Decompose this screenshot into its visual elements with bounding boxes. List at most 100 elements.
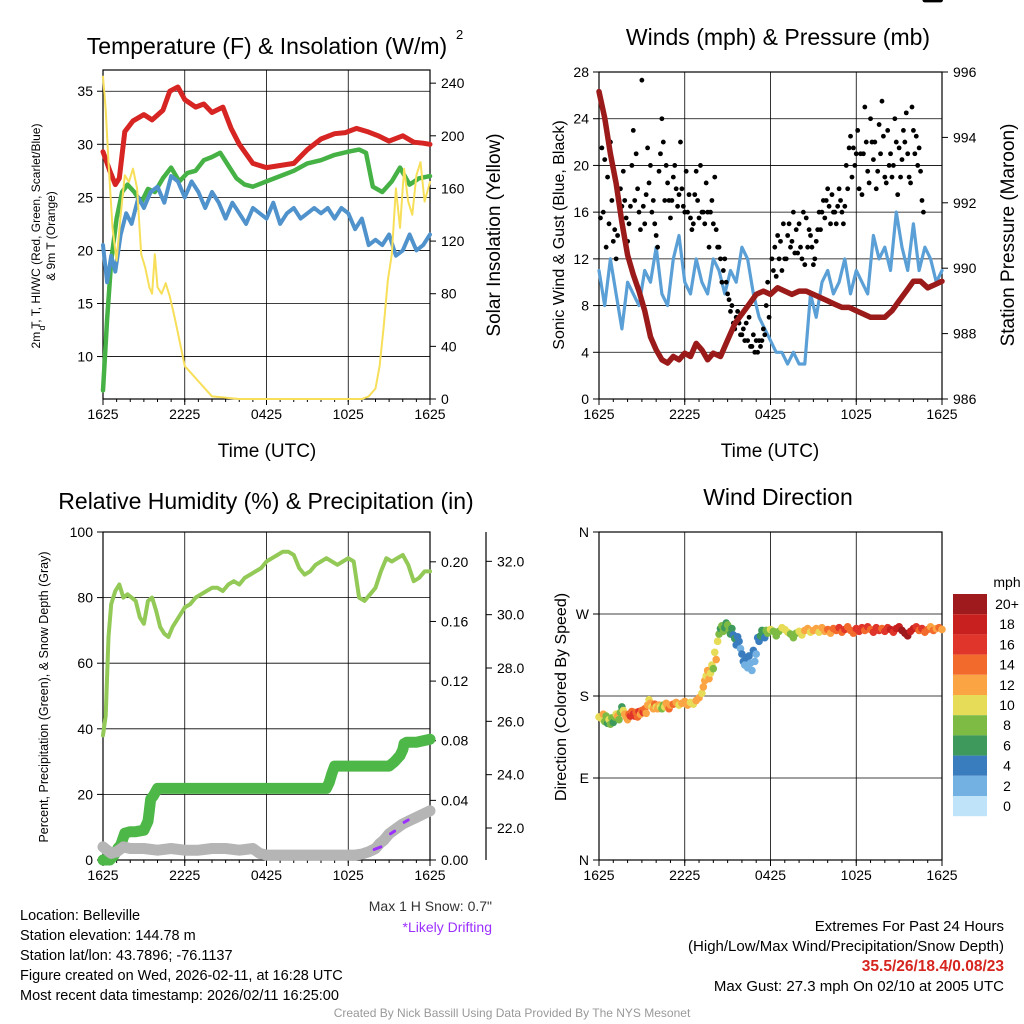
wind-x-tick-label: 0425: [755, 406, 786, 422]
speed-legend-swatch: [953, 775, 987, 796]
wind-gust-point: [739, 332, 745, 338]
wind-gust-point: [716, 244, 722, 250]
wind-gust-point: [872, 139, 878, 145]
wind-gust-point: [802, 262, 808, 268]
wind-gust-point: [659, 116, 665, 122]
wind-gust-point: [776, 256, 782, 262]
wind-gust-point: [722, 256, 728, 262]
wind-gust-point: [765, 279, 771, 285]
temp-y-axis-label-line2: & 9m T (Orange): [44, 191, 58, 281]
rh-series-precip_green: [97, 733, 436, 866]
station-elevation: Station elevation: 144.78 m: [20, 928, 196, 944]
wind-gust-point: [839, 209, 845, 215]
wind-gust-point: [725, 291, 731, 297]
rh-x-tick-label: 0425: [251, 867, 282, 883]
wind-gust-point: [828, 221, 833, 227]
wind-gust-point: [848, 133, 853, 139]
wind-y-tick-label: 28: [573, 64, 589, 80]
temp-y-tick-label: 25: [77, 189, 93, 205]
speed-legend-swatch: [953, 755, 987, 776]
wind-x-tick-label: 2225: [669, 406, 700, 422]
wind-gust-point: [760, 326, 766, 332]
wind-gust-point: [835, 203, 841, 209]
wind-gust-point: [800, 209, 806, 215]
wind-y2-axis-label: Station Pressure (Maroon): [998, 124, 1019, 347]
wind-gust-point: [789, 238, 795, 244]
wind-gust-point: [623, 215, 629, 221]
speed-legend-swatch: [953, 735, 987, 756]
wind-gust-point: [878, 151, 883, 157]
wind-gust-point: [876, 122, 882, 127]
wind-y2-tick-label: 988: [953, 326, 977, 342]
wind-gust-point: [840, 221, 846, 227]
wind-direction-point: [735, 637, 743, 646]
wind-gust-point: [615, 233, 620, 238]
wind-gust-point: [810, 262, 816, 268]
wind-gust-point: [899, 157, 905, 162]
extremes-title: Extremes For Past 24 Hours: [814, 918, 1004, 935]
rh-x-tick-label: 1625: [414, 867, 445, 883]
wind-gust-point: [613, 256, 619, 262]
wind-gust-point: [665, 180, 670, 186]
wind-direction-point: [752, 650, 761, 658]
wind-gust-point: [628, 203, 633, 209]
temp-series-blue: [101, 174, 432, 285]
wind-gust-point: [692, 192, 698, 198]
wind-direction-point: [750, 657, 759, 666]
wind-gust-point: [793, 227, 799, 233]
temp-title-superscript: 2: [456, 27, 463, 42]
wind-gust-point: [720, 268, 726, 273]
temp-y-axis-label-subscript: d: [37, 325, 47, 330]
wind-gust-point: [740, 326, 746, 332]
speed-legend-title: mph: [993, 574, 1020, 590]
rh-y2-tick-label: 0.00: [441, 852, 468, 868]
speed-legend-swatch: [953, 674, 987, 695]
wind-gust-point: [633, 151, 639, 157]
wind-gust-point: [702, 221, 708, 227]
wind-gust-point: [643, 192, 649, 198]
speed-legend-label: 10: [999, 697, 1015, 713]
wind-gust-point: [758, 344, 763, 349]
speed-legend-label: 6: [1003, 737, 1011, 753]
wind-gust-point: [703, 180, 709, 186]
speed-legend-label: 12: [999, 677, 1015, 693]
temp-y2-tick-label: 200: [441, 128, 465, 144]
wind-gust-point: [653, 233, 659, 238]
wind-gust-point: [698, 163, 703, 168]
wind-gust-point: [766, 314, 772, 320]
wind-gust-point: [856, 186, 862, 192]
wind-panel: 1625 2225 0425 1025 162504812162024289869889…: [551, 0, 1019, 462]
speed-legend-swatch: [953, 614, 987, 635]
wind-gust-point: [650, 198, 656, 203]
wind-gust-point: [896, 145, 902, 151]
wind-gust-point: [723, 279, 729, 285]
wind-gust-point: [809, 244, 815, 250]
rh-x-tick-label: 1025: [333, 867, 364, 883]
wind-gust-point: [762, 332, 768, 338]
wind-direction-point: [709, 664, 718, 673]
wind-gust-point: [788, 244, 793, 250]
wind-gust-point: [808, 233, 813, 238]
wind-gust-point: [605, 174, 610, 180]
wind-gust-point: [696, 215, 702, 221]
wind-gust-point: [755, 349, 761, 355]
speed-legend-label: 0: [1003, 798, 1011, 814]
wind-x-tick-label: 1025: [841, 406, 872, 422]
temp-y-axis-label-line1: 2m T, T, HI/WC (Red, Green, Scarlet/Blue…: [29, 124, 43, 349]
wind-gust-point: [846, 145, 852, 151]
temp-series-green: [100, 147, 433, 393]
rh-snow-y2-tick-label: 30.0: [497, 607, 524, 623]
wind-x-tick-label: 1625: [926, 406, 957, 422]
wind-gust-point: [622, 198, 628, 203]
wind-gust-point: [916, 145, 922, 151]
wind-direction-point: [710, 648, 719, 657]
wind-gust-point: [718, 256, 723, 262]
speed-legend-label: 16: [999, 636, 1015, 652]
rh-snow-y2-tick-label: 24.0: [497, 767, 524, 783]
wind-gust-point: [873, 186, 879, 192]
wind-gust-point: [600, 209, 606, 215]
rh-y2-tick-label: 0.04: [441, 792, 468, 808]
wind-gust-point: [769, 256, 775, 262]
wind-gust-point: [891, 163, 896, 168]
